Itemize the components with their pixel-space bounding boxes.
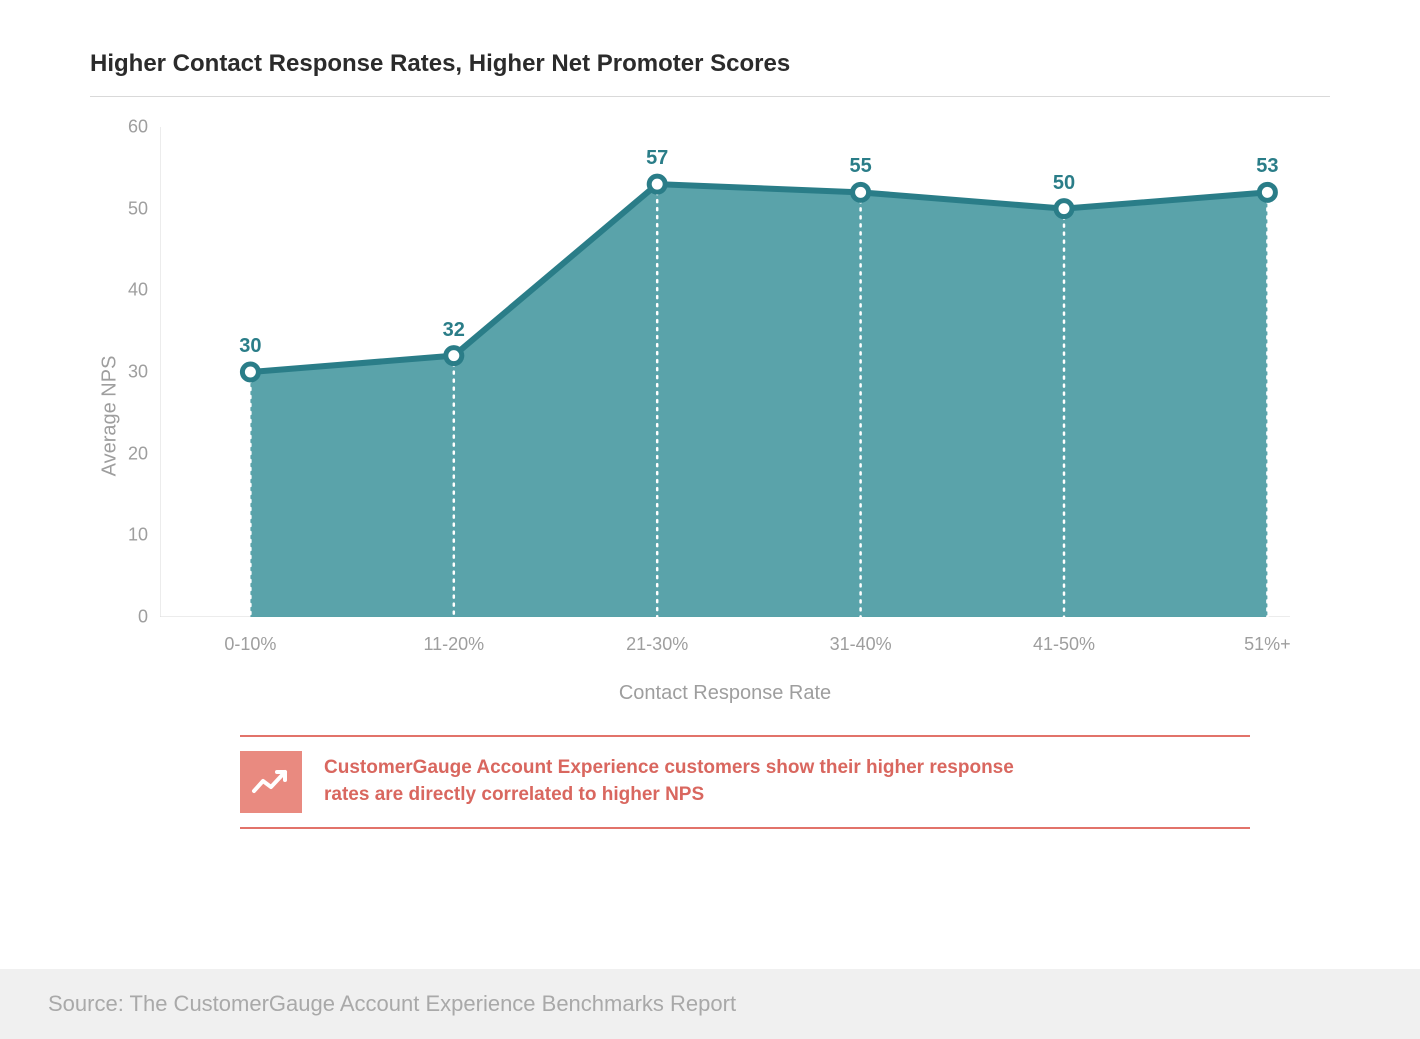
x-axis-ticks: 0-10% 11-20% 21-30% 31-40% 41-50% 51%+ xyxy=(160,634,1290,664)
data-point-label: 50 xyxy=(1053,172,1075,195)
callout-text: CustomerGauge Account Experience custome… xyxy=(324,755,1044,808)
data-point-label: 55 xyxy=(849,155,871,178)
y-tick-label: 50 xyxy=(128,198,148,219)
data-point-label: 32 xyxy=(443,319,465,342)
x-tick-label: 21-30% xyxy=(626,634,688,655)
x-tick-label: 11-20% xyxy=(423,634,484,655)
callout-box: CustomerGauge Account Experience custome… xyxy=(240,735,1250,829)
x-tick-label: 0-10% xyxy=(224,634,276,655)
chart-container: Higher Contact Response Rates, Higher Ne… xyxy=(90,50,1330,829)
source-bar: Source: The CustomerGauge Account Experi… xyxy=(0,969,1420,1039)
x-tick-label: 31-40% xyxy=(830,634,892,655)
y-axis-label: Average NPS xyxy=(99,356,122,477)
title-divider xyxy=(90,96,1330,97)
source-text: Source: The CustomerGauge Account Experi… xyxy=(48,991,1372,1017)
y-tick-label: 10 xyxy=(128,525,148,546)
y-tick-label: 60 xyxy=(128,117,148,138)
trend-up-icon xyxy=(240,751,302,813)
chart-title: Higher Contact Response Rates, Higher Ne… xyxy=(90,50,1330,78)
data-point-label: 53 xyxy=(1256,155,1278,178)
x-tick-label: 41-50% xyxy=(1033,634,1095,655)
y-tick-label: 20 xyxy=(128,443,148,464)
value-labels-layer: 30 32 57 55 50 53 xyxy=(160,127,1290,617)
data-point-label: 57 xyxy=(646,147,668,170)
y-tick-label: 0 xyxy=(138,607,148,628)
x-tick-label: 51%+ xyxy=(1244,634,1291,655)
x-axis-label: Contact Response Rate xyxy=(160,682,1290,705)
y-tick-label: 40 xyxy=(128,280,148,301)
plot-area: Average NPS 0102030405060 303257555053 0… xyxy=(160,127,1290,705)
data-point-label: 30 xyxy=(239,335,261,358)
y-tick-label: 30 xyxy=(128,362,148,383)
